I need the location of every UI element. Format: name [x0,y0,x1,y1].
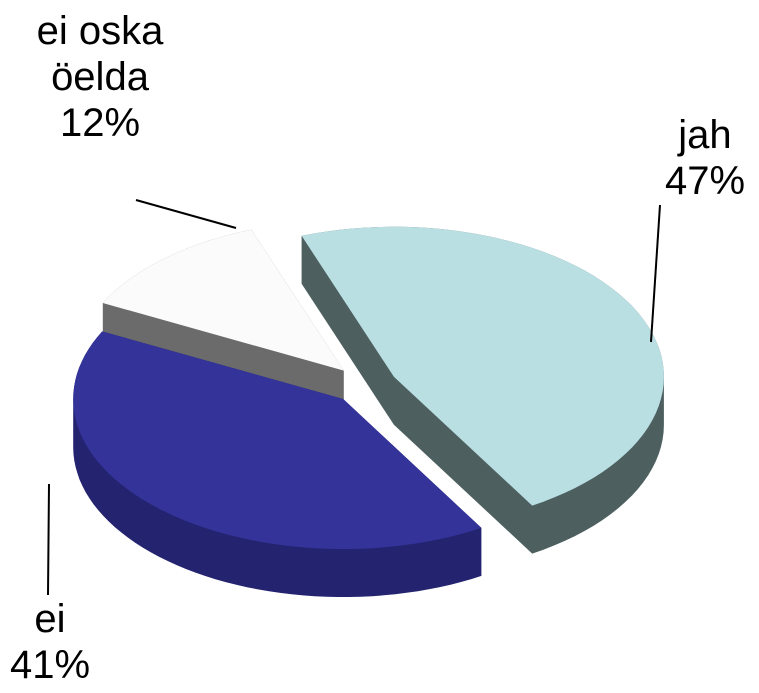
leader-line [47,483,50,596]
slice [102,229,344,371]
slice [301,226,664,506]
slice-label: ei 41% [0,596,120,688]
slice-label: jah 47% [630,112,759,204]
leader-line [135,199,237,229]
leader-line [650,204,661,343]
slice [73,331,482,549]
value-label: 47% [664,159,746,203]
category-label: ei [34,597,66,641]
value-label: 41% [9,643,91,687]
value-label: 12% [59,101,141,145]
category-label: ei oska öelda [36,9,164,99]
slices [73,226,664,597]
category-label: jah [678,113,732,157]
slice-label: ei oska öelda 12% [15,8,185,146]
